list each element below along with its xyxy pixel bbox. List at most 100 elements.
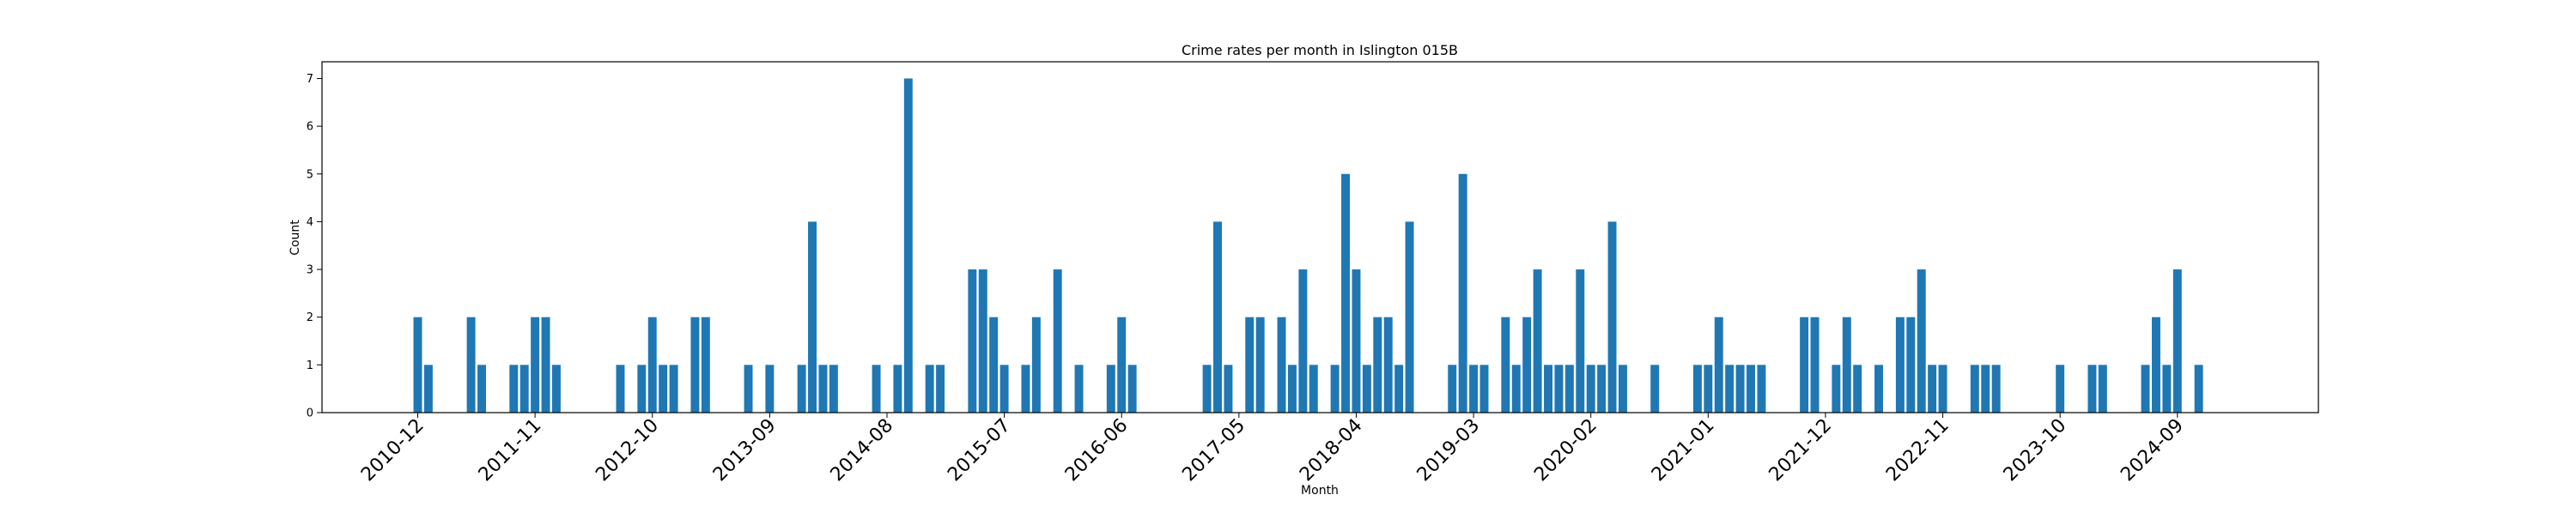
bar-2021-02 bbox=[1714, 317, 1723, 413]
bar-2012-10 bbox=[647, 317, 657, 413]
bar-2013-02 bbox=[690, 317, 700, 413]
bar-2021-05 bbox=[1747, 365, 1755, 413]
y-tick-label: 4 bbox=[307, 216, 313, 229]
bar-2019-03 bbox=[1469, 365, 1479, 413]
bar-2014-10 bbox=[903, 78, 913, 413]
bar-2024-01 bbox=[2087, 365, 2097, 413]
x-tick-label: 2010-12 bbox=[357, 415, 428, 486]
bar-2020-01 bbox=[1576, 269, 1585, 413]
bar-2017-12 bbox=[1309, 365, 1318, 413]
bar-2022-09 bbox=[1917, 269, 1926, 413]
bar-2015-09 bbox=[1021, 365, 1030, 413]
x-tick-label: 2012-10 bbox=[592, 415, 663, 486]
bar-2022-01 bbox=[1832, 365, 1841, 413]
bar-2016-05 bbox=[1106, 365, 1115, 413]
y-axis: 0 1 2 3 4 5 6 7 bbox=[307, 73, 322, 420]
bar-2014-09 bbox=[893, 365, 902, 413]
bar-2014-02 bbox=[818, 365, 828, 413]
bar-2024-09 bbox=[2172, 269, 2182, 413]
bar-2017-06 bbox=[1245, 317, 1255, 413]
x-tick-label: 2017-05 bbox=[1178, 415, 1249, 486]
bar-2016-07 bbox=[1127, 365, 1137, 413]
bar-2014-12 bbox=[925, 365, 934, 413]
x-tick-label: 2019-03 bbox=[1413, 415, 1485, 486]
bar-2024-06 bbox=[2141, 365, 2150, 413]
bar-2012-07 bbox=[616, 365, 625, 413]
y-tick-label: 5 bbox=[307, 168, 313, 181]
bar-2015-01 bbox=[936, 365, 945, 413]
bar-2019-02 bbox=[1458, 173, 1467, 413]
bar-2024-02 bbox=[2098, 365, 2107, 413]
bar-2020-03 bbox=[1597, 365, 1607, 413]
bar-2015-05 bbox=[978, 269, 987, 413]
bar-2020-08 bbox=[1650, 365, 1660, 413]
x-tick-label: 2014-08 bbox=[827, 415, 898, 486]
y-tick-label: 1 bbox=[307, 359, 313, 372]
bar-2022-02 bbox=[1842, 317, 1851, 413]
bar-2013-09 bbox=[765, 365, 775, 413]
bar-2021-10 bbox=[1800, 317, 1809, 413]
x-tick-label: 2024-09 bbox=[2117, 415, 2188, 486]
bar-2022-05 bbox=[1874, 365, 1884, 413]
x-tick-label: 2022-11 bbox=[1882, 415, 1953, 486]
bar-2013-12 bbox=[797, 365, 806, 413]
bar-2019-10 bbox=[1544, 365, 1552, 413]
bar-2019-01 bbox=[1448, 365, 1457, 413]
bar-2018-09 bbox=[1405, 221, 1414, 413]
bar-2021-04 bbox=[1735, 365, 1745, 413]
bar-2012-12 bbox=[669, 365, 678, 413]
bar-2023-04 bbox=[1991, 365, 2001, 413]
bar-2020-05 bbox=[1618, 365, 1627, 413]
y-tick-label: 7 bbox=[307, 73, 313, 86]
bar-2023-02 bbox=[1970, 365, 1979, 413]
bar-2019-08 bbox=[1522, 317, 1532, 413]
bar-2011-05 bbox=[466, 317, 476, 413]
bar-2017-10 bbox=[1287, 365, 1297, 413]
bar-2019-11 bbox=[1554, 365, 1564, 413]
bar-2024-08 bbox=[2162, 365, 2172, 413]
bar-2021-06 bbox=[1757, 365, 1766, 413]
bar-2016-02 bbox=[1074, 365, 1084, 413]
bar-2017-02 bbox=[1202, 365, 1212, 413]
bar-2017-09 bbox=[1277, 317, 1286, 413]
bar-2024-07 bbox=[2151, 317, 2160, 413]
bar-2018-07 bbox=[1383, 317, 1393, 413]
bar-2019-04 bbox=[1479, 365, 1489, 413]
bar-2015-06 bbox=[989, 317, 999, 413]
bar-2017-04 bbox=[1224, 365, 1233, 413]
bar-2022-11 bbox=[1938, 365, 1947, 413]
y-tick-label: 6 bbox=[307, 121, 313, 134]
x-tick-label: 2021-01 bbox=[1648, 415, 1719, 486]
bar-2011-12 bbox=[541, 317, 550, 413]
bar-2017-11 bbox=[1298, 269, 1308, 413]
bar-2021-11 bbox=[1810, 317, 1820, 413]
bar-2012-11 bbox=[659, 365, 668, 413]
bar-2011-10 bbox=[519, 365, 529, 413]
bar-2019-06 bbox=[1501, 317, 1510, 413]
bar-2015-12 bbox=[1053, 269, 1062, 413]
bar-2016-06 bbox=[1117, 317, 1127, 413]
bar-2013-03 bbox=[701, 317, 710, 413]
bar-2018-04 bbox=[1352, 269, 1361, 413]
chart-title: Crime rates per month in Islington 015B bbox=[1182, 42, 1458, 58]
y-tick-label: 2 bbox=[307, 311, 313, 324]
bar-2022-10 bbox=[1928, 365, 1937, 413]
bar-2018-05 bbox=[1362, 365, 1371, 413]
bar-2014-07 bbox=[872, 365, 881, 413]
bar-2022-08 bbox=[1906, 317, 1916, 413]
x-tick-label: 2015-07 bbox=[944, 415, 1015, 486]
bar-2020-04 bbox=[1607, 221, 1617, 413]
bar-2021-01 bbox=[1704, 365, 1713, 413]
x-tick-label: 2016-06 bbox=[1061, 415, 1133, 486]
bar-2019-07 bbox=[1511, 365, 1521, 413]
bar-2020-02 bbox=[1586, 365, 1595, 413]
bar-2020-12 bbox=[1692, 365, 1702, 413]
bar-2024-11 bbox=[2194, 365, 2203, 413]
bar-2014-03 bbox=[829, 365, 838, 413]
bar-2011-06 bbox=[477, 365, 486, 413]
bar-2015-10 bbox=[1031, 317, 1041, 413]
y-axis-label: Count bbox=[289, 220, 302, 256]
bar-2021-03 bbox=[1725, 365, 1735, 413]
x-tick-label: 2023-10 bbox=[2000, 415, 2071, 486]
bar-2019-09 bbox=[1533, 269, 1542, 413]
